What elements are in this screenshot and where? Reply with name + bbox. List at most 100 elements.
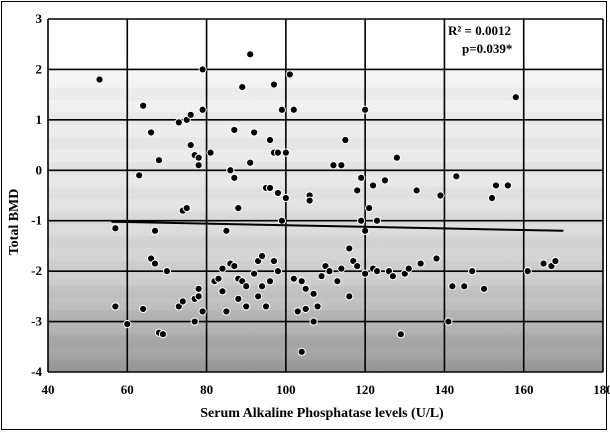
data-point (345, 292, 354, 301)
data-point (388, 272, 397, 281)
data-point (460, 282, 469, 291)
data-point (396, 330, 405, 339)
data-point (309, 289, 318, 298)
data-point (146, 128, 156, 137)
x-tick-label: 100 (276, 382, 296, 397)
data-point (186, 110, 195, 119)
data-point (337, 264, 346, 273)
data-point (246, 158, 255, 167)
data-point (361, 269, 370, 278)
data-point (265, 135, 275, 145)
data-point (372, 267, 382, 276)
data-point (539, 259, 548, 268)
data-point (372, 216, 382, 225)
data-point (479, 284, 489, 293)
data-point (285, 70, 294, 79)
data-point (444, 317, 453, 326)
data-point (194, 153, 203, 162)
shade-band (48, 298, 603, 310)
data-point (257, 251, 267, 261)
data-point (368, 181, 378, 190)
data-point (186, 140, 195, 150)
y-tick-label: -1 (31, 213, 42, 228)
data-point (412, 186, 421, 195)
shade-band (48, 88, 603, 100)
data-point (269, 256, 279, 266)
trendline (111, 220, 564, 232)
data-point (416, 259, 425, 268)
data-point (95, 75, 104, 84)
data-point (162, 267, 172, 276)
data-point (261, 302, 271, 311)
data-point (234, 204, 243, 213)
data-point (230, 262, 239, 271)
data-point (337, 161, 346, 170)
p-value-annotation: p=0.039* (462, 41, 512, 56)
x-tick-label: 160 (514, 382, 534, 397)
data-point (150, 226, 160, 235)
data-point (182, 204, 191, 213)
data-point (436, 191, 445, 200)
shade-band (48, 150, 603, 162)
data-point (317, 272, 326, 281)
shade-band (48, 236, 603, 248)
shade-band (48, 273, 603, 285)
data-point (111, 302, 120, 311)
shade-band (48, 100, 603, 112)
data-point (341, 135, 350, 145)
data-point (265, 183, 275, 193)
x-tick-label: 60 (121, 382, 134, 397)
shade-band (48, 335, 603, 347)
data-point (218, 264, 227, 273)
shade-band (48, 125, 603, 137)
data-point (297, 277, 306, 286)
data-point (448, 282, 457, 291)
shade-band (48, 347, 603, 359)
data-point (289, 274, 298, 283)
data-point (523, 267, 532, 276)
data-point (551, 256, 560, 266)
y-tick-label: -3 (31, 314, 42, 329)
data-point (503, 181, 512, 190)
data-point (491, 181, 501, 190)
shade-band (48, 286, 603, 298)
gridlines (47, 18, 604, 373)
shade-band (48, 360, 603, 372)
shade-band (48, 174, 603, 186)
y-tick-label: 0 (36, 162, 43, 177)
data-point (404, 264, 413, 273)
shade-band (48, 137, 603, 149)
plot-background (48, 19, 603, 372)
data-point (194, 292, 203, 301)
data-point (281, 193, 290, 203)
data-point (150, 259, 160, 268)
shade-band (48, 113, 603, 125)
data-point (111, 224, 120, 233)
data-point (206, 148, 215, 157)
shade-band (48, 248, 603, 260)
data-point (380, 176, 390, 185)
data-point (273, 148, 283, 157)
data-point (154, 156, 164, 165)
data-point (281, 148, 290, 157)
x-tick-label: 120 (355, 382, 375, 397)
data-point (511, 93, 520, 102)
data-points (95, 50, 560, 356)
data-point (289, 105, 298, 114)
data-point (238, 82, 247, 92)
y-tick-label: 3 (36, 11, 43, 26)
shade-band (48, 187, 603, 199)
data-point (190, 317, 199, 326)
data-point (194, 161, 203, 170)
data-point (277, 216, 286, 225)
data-point (234, 294, 243, 303)
data-point (198, 65, 207, 74)
r-squared-annotation: R² = 0.0012 (448, 23, 511, 38)
data-point (277, 105, 286, 114)
data-point (325, 267, 334, 276)
data-point (301, 304, 310, 314)
y-axis-ticks: -4 -3 -2 -1 0 1 2 3 (31, 11, 42, 379)
data-point (361, 105, 370, 114)
